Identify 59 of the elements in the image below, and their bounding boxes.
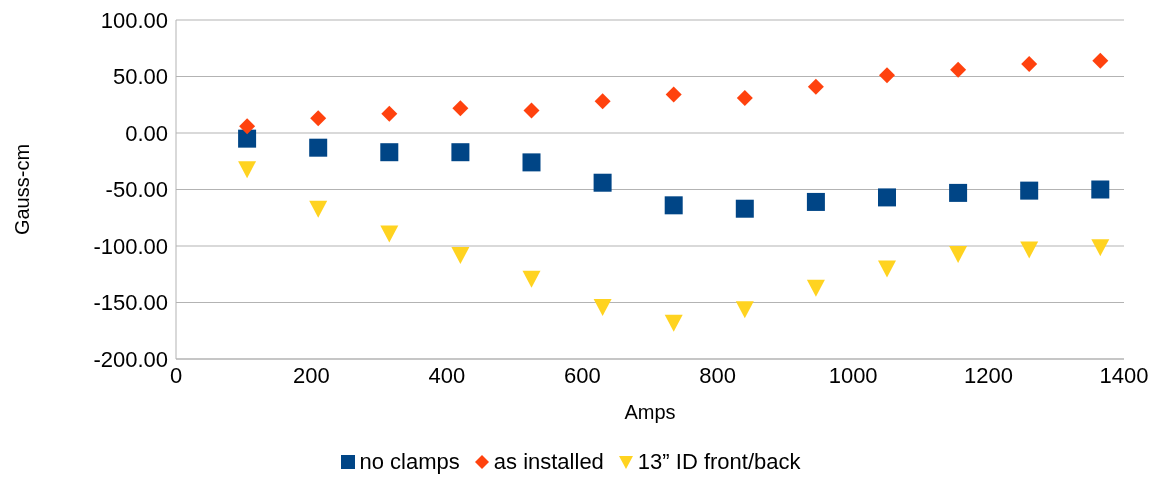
point (878, 188, 896, 207)
y-tick-label: -50.00 (105, 177, 168, 203)
x-tick-label: 1000 (828, 362, 878, 388)
point (451, 247, 470, 265)
x-tick-label: 400 (428, 362, 466, 388)
point (735, 301, 754, 319)
point (664, 314, 683, 332)
point (522, 153, 541, 172)
x-tick-label: 0 (169, 362, 183, 388)
point (451, 143, 470, 162)
point (665, 86, 682, 103)
point (806, 279, 825, 297)
x-tick-label: 600 (563, 362, 601, 388)
point (523, 102, 540, 119)
y-tick-label: 100.00 (100, 7, 168, 33)
point (1020, 181, 1039, 200)
point (879, 67, 895, 84)
y-tick-label: -150.00 (93, 290, 168, 316)
point (309, 138, 328, 157)
point (806, 192, 825, 211)
point (664, 196, 683, 215)
point (593, 173, 612, 192)
y-axis-title: Gauss-cm (11, 143, 34, 236)
y-tick-label: 50.00 (112, 64, 168, 90)
point (452, 100, 469, 117)
point (736, 89, 753, 106)
point (310, 110, 327, 127)
point (878, 260, 896, 278)
point (1091, 239, 1110, 257)
point (238, 161, 257, 179)
point (1092, 52, 1109, 69)
legend-label: 13” ID front/back (636, 449, 801, 475)
point (949, 245, 968, 263)
point (950, 61, 967, 78)
legend-label: no clamps (358, 449, 460, 475)
point (949, 183, 968, 202)
x-tick-label: 1400 (1099, 362, 1149, 388)
x-tick-label: 200 (293, 362, 330, 388)
y-tick-label: -100.00 (93, 233, 168, 259)
y-tick-label: 0.00 (125, 120, 168, 146)
point (238, 129, 257, 148)
point (381, 105, 398, 122)
x-tick-label: 800 (699, 362, 737, 388)
point (1091, 180, 1110, 199)
point (239, 118, 256, 135)
point (380, 143, 399, 162)
point (735, 199, 754, 218)
point (1021, 56, 1038, 73)
point (807, 78, 824, 95)
point (594, 93, 611, 110)
legend-label: as installed (492, 449, 604, 475)
point (309, 200, 328, 218)
point (380, 225, 399, 243)
point (593, 299, 612, 317)
x-axis-title: Amps (624, 401, 676, 423)
x-tick-label: 1200 (964, 362, 1014, 388)
point (1020, 241, 1039, 259)
y-tick-label: -200.00 (93, 346, 168, 372)
point (522, 270, 541, 288)
